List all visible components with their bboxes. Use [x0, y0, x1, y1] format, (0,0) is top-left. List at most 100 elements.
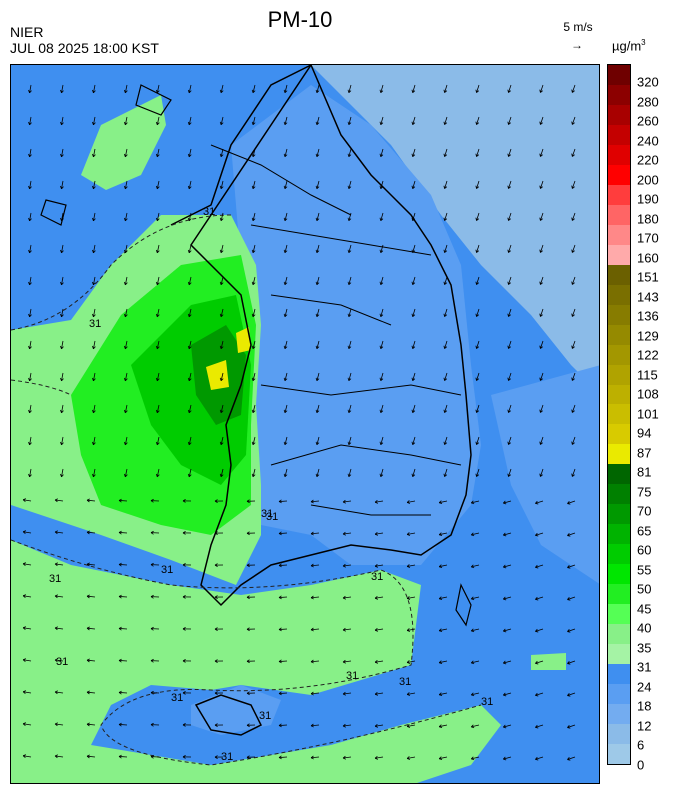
wind-arrowhead — [92, 89, 96, 94]
wind-arrowhead — [347, 249, 352, 253]
wind-arrow — [343, 756, 352, 759]
wind-arrowhead — [118, 594, 122, 599]
wind-arrowhead — [123, 281, 128, 286]
wind-arrow — [412, 212, 416, 221]
wind-arrow — [93, 436, 96, 445]
wind-arrow — [571, 404, 576, 413]
wind-arrow — [156, 276, 160, 285]
wind-arrow — [343, 564, 352, 567]
wind-arrowhead — [406, 756, 411, 760]
wind-arrowhead — [374, 564, 379, 568]
wind-arrowhead — [539, 121, 543, 125]
wind-arrowhead — [315, 281, 320, 286]
wind-arrowhead — [539, 441, 543, 445]
wind-arrowhead — [28, 409, 32, 414]
wind-arrowhead — [539, 473, 543, 477]
wind-arrow — [439, 724, 448, 728]
wind-arrow — [412, 308, 416, 317]
wind-arrow — [284, 308, 288, 317]
wind-arrowhead — [86, 562, 90, 567]
wind-arrowhead — [535, 660, 539, 665]
wind-arrowhead — [155, 153, 160, 158]
legend-swatch — [608, 84, 630, 105]
wind-arrow — [316, 148, 320, 157]
wind-arrowhead — [315, 441, 320, 446]
wind-arrow — [61, 212, 64, 221]
wind-arrowhead — [60, 249, 64, 254]
wind-arrow — [348, 340, 352, 349]
wind-arrowhead — [92, 249, 96, 254]
wind-arrowhead — [155, 441, 160, 446]
legend-label: 180 — [637, 211, 659, 227]
wind-arrow — [156, 404, 160, 413]
wind-arrowhead — [219, 249, 224, 254]
legend-label: 31 — [637, 659, 652, 675]
wind-arrow — [284, 436, 288, 445]
legend-swatch — [608, 264, 630, 285]
wind-arrow — [87, 659, 96, 662]
wind-arrowhead — [219, 345, 224, 350]
wind-arrow — [412, 180, 416, 189]
wind-arrow — [471, 660, 480, 664]
wind-arrow — [124, 212, 128, 221]
wind-arrow — [567, 628, 576, 632]
wind-arrow — [407, 724, 416, 727]
wind-arrowhead — [507, 409, 512, 413]
wind-arrow — [188, 180, 192, 189]
wind-arrowhead — [60, 313, 64, 318]
wind-arrow — [508, 468, 512, 477]
wind-arrow — [439, 596, 448, 600]
wind-arrowhead — [123, 345, 128, 350]
wind-arrow — [535, 500, 544, 504]
wind-arrowhead — [539, 377, 543, 381]
wind-arrowhead — [187, 409, 192, 414]
wind-arrow — [61, 468, 64, 477]
legend-label: 200 — [637, 172, 659, 188]
wind-arrow — [535, 756, 544, 760]
wind-arrowhead — [28, 441, 32, 446]
wind-arrow — [380, 148, 384, 157]
wind-arrowhead — [347, 89, 352, 93]
wind-arrowhead — [246, 499, 250, 504]
legend-label: 18 — [637, 698, 652, 714]
wind-arrow — [571, 436, 576, 445]
wind-arrowhead — [310, 627, 314, 632]
wind-arrow — [375, 660, 384, 663]
wind-arrowhead — [219, 377, 224, 382]
wind-arrowhead — [278, 723, 282, 728]
wind-arrow — [220, 372, 224, 381]
wind-arrowhead — [379, 153, 384, 157]
wind-arrowhead — [123, 473, 128, 478]
wind-arrowhead — [379, 249, 384, 253]
contour-label: 31 — [266, 511, 278, 523]
contour-label: 31 — [259, 710, 271, 722]
legend-swatch — [608, 444, 630, 465]
wind-arrow — [278, 628, 288, 630]
legend-swatch — [608, 164, 630, 185]
wind-arrow — [29, 148, 32, 157]
wind-arrow — [407, 500, 416, 503]
wind-arrow — [188, 436, 192, 445]
contour-label: 31 — [481, 696, 493, 708]
wind-arrowhead — [539, 345, 543, 349]
wind-arrowhead — [571, 185, 575, 189]
wind-arrow — [23, 691, 32, 694]
wind-arrow — [87, 691, 96, 694]
wind-arrow — [503, 660, 512, 664]
wind-arrow — [476, 116, 480, 125]
wind-arrowhead — [155, 89, 160, 94]
wind-arrowhead — [438, 532, 443, 537]
wind-arrowhead — [28, 185, 32, 190]
wind-arrow — [23, 755, 32, 758]
wind-arrow — [252, 84, 256, 93]
wind-arrowhead — [475, 89, 480, 93]
wind-arrow — [23, 531, 32, 534]
wind-arrowhead — [379, 441, 384, 445]
wind-arrowhead — [60, 121, 64, 126]
wind-arrowhead — [411, 345, 416, 349]
wind-arrow — [93, 276, 96, 285]
wind-arrow — [508, 340, 512, 349]
wind-arrow — [571, 372, 576, 381]
legend-label: 0 — [637, 757, 645, 773]
